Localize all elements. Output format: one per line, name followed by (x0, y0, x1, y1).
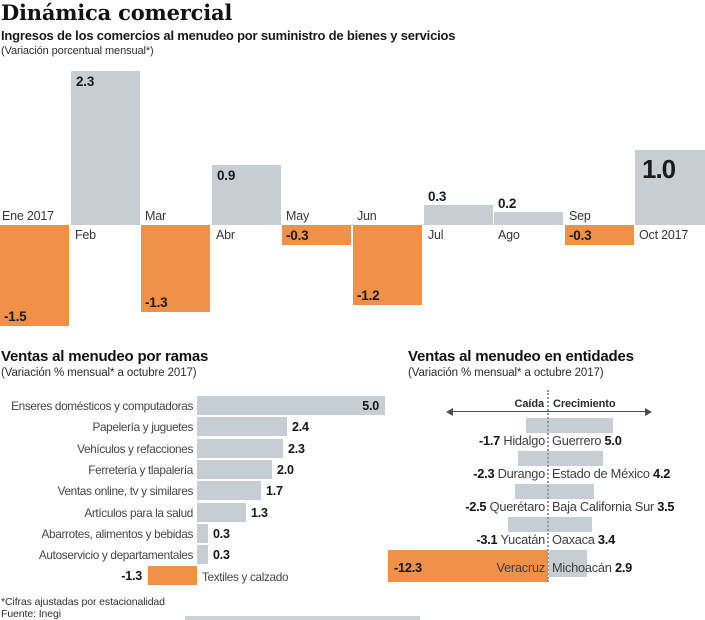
ramas-bar-ventas-online-tv-y-similares (197, 481, 261, 500)
direction-arrow-line (452, 411, 646, 412)
arrow-right-icon (645, 408, 652, 416)
ent-bar-veracruz (388, 550, 548, 582)
center-dotted-divider (547, 390, 549, 582)
ramas-label-ventas-online-tv-y-similares: Ventas online, tv y similares (57, 484, 194, 498)
bar-may (282, 225, 351, 245)
month-label-feb: Feb (75, 228, 96, 242)
ramas-bar-papeleria-y-juguetes (197, 417, 287, 436)
bar-feb (71, 71, 140, 225)
ramas-label-vehiculos-y-refacciones: Vehículos y refacciones (77, 442, 193, 456)
cropped-next-element (185, 616, 420, 620)
axis-label-crecimiento: Crecimiento (553, 398, 616, 410)
ramas-value-autoservicio-y-departamentales: 0.3 (213, 548, 230, 562)
arrow-left-icon (446, 408, 453, 416)
ramas-value-vehiculos-y-refacciones: 2.3 (288, 442, 305, 456)
entidades-title: Ventas al menudeo en entidades (408, 348, 634, 365)
value-label-feb: 2.3 (76, 74, 95, 89)
page-subtitle: Ingresos de los comercios al menudeo por… (1, 28, 456, 43)
ramas-subtitle: (Variación % mensual* a octubre 2017) (1, 367, 197, 379)
axis-label-caida: Caída (514, 398, 545, 410)
value-label-oct-2017: 1.0 (642, 154, 676, 184)
ent-fall-value-veracruz: -12.3 (394, 560, 422, 575)
ramas-bar-textiles-y-calzado (148, 566, 197, 585)
ramas-bar-vehiculos-y-refacciones (197, 439, 283, 458)
bar-jul (424, 205, 493, 225)
bar-abr (212, 165, 281, 225)
month-label-abr: Abr (216, 228, 235, 242)
ramas-bar-articulos-para-la-salud (197, 503, 246, 522)
entidades-subtitle: (Variación % mensual* a octubre 2017) (408, 367, 604, 379)
bar-ene-2017 (0, 225, 69, 326)
ramas-value-textiles-y-calzado: -1.3 (121, 569, 142, 583)
page-title: Dinámica comercial (1, 0, 233, 25)
ramas-label-articulos-para-la-salud: Artículos para la salud (84, 506, 193, 520)
ramas-value-ventas-online-tv-y-similares: 1.7 (266, 484, 283, 498)
ent-fall-hidalgo: -1.7 Hidalgo (478, 433, 545, 448)
value-label-may: -0.3 (286, 228, 309, 243)
month-label-jun: Jun (357, 209, 377, 223)
ent-band-hidalgo-guerrero (526, 418, 613, 433)
ramas-label-textiles-y-calzado: Textiles y calzado (202, 570, 289, 584)
bar-oct-2017 (635, 150, 705, 225)
ent-band-michoacan (549, 550, 587, 577)
ramas-bar-autoservicio-y-departamentales (197, 545, 208, 564)
page-note: (Variación porcentual mensual*) (1, 45, 154, 57)
ent-growth-guerrero: Guerrero 5.0 (552, 433, 622, 448)
month-label-oct-2017: Oct 2017 (639, 228, 689, 242)
ramas-value-articulos-para-la-salud: 1.3 (251, 506, 268, 520)
ent-band-yucatan-oaxaca (508, 517, 592, 532)
month-label-jul: Jul (428, 228, 444, 242)
ramas-label-ferreteria-y-tlapaleria: Ferretería y tlapalería (88, 463, 193, 477)
ramas-label-abarrotes-alimentos-y-bebidas: Abarrotes, alimentos y bebidas (41, 527, 194, 541)
value-label-jun: -1.2 (357, 288, 380, 303)
ramas-value-ferreteria-y-tlapaleria: 2.0 (277, 463, 294, 477)
ramas-value-papeleria-y-juguetes: 2.4 (292, 420, 309, 434)
ent-band-durango-estado-de-mexico (518, 451, 603, 466)
month-label-may: May (286, 209, 310, 223)
ramas-label-enseres-domesticos-y-computadoras: Enseres domésticos y computadoras (11, 399, 193, 413)
ramas-label-papeleria-y-juguetes: Papelería y juguetes (92, 420, 193, 434)
value-label-ago: 0.2 (498, 196, 517, 211)
ent-fall-queretaro: -2.5 Querétaro (465, 499, 545, 514)
month-label-sep: Sep (569, 209, 591, 223)
value-label-mar: -1.3 (145, 295, 168, 310)
ent-band-queretaro-baja-california-sur (515, 484, 594, 499)
ent-fall-veracruz: Veracruz (496, 560, 545, 575)
bar-sep (565, 225, 634, 245)
bar-ago (494, 212, 563, 225)
footnote: *Cifras ajustadas por estacionalidad (1, 596, 165, 608)
ent-growth-estado-de-mexico: Estado de México 4.2 (552, 466, 671, 481)
source-note: Fuente: Inegi (1, 608, 61, 620)
ent-growth-oaxaca: Oaxaca 3.4 (552, 532, 615, 547)
ramas-bar-ferreteria-y-tlapaleria (197, 460, 272, 479)
month-label-ago: Ago (498, 228, 520, 242)
ent-growth-michoacan: Michoacán 2.9 (552, 560, 632, 575)
month-label-ene-2017: Ene 2017 (2, 209, 54, 223)
ramas-title: Ventas al menudeo por ramas (1, 348, 209, 365)
value-label-ene-2017: -1.5 (4, 309, 27, 324)
ramas-bar-abarrotes-alimentos-y-bebidas (197, 524, 208, 543)
bar-mar (141, 225, 210, 312)
value-label-abr: 0.9 (217, 168, 236, 183)
value-label-sep: -0.3 (569, 228, 592, 243)
ramas-value-abarrotes-alimentos-y-bebidas: 0.3 (213, 527, 230, 541)
ramas-label-autoservicio-y-departamentales: Autoservicio y departamentales (38, 548, 193, 562)
value-label-jul: 0.3 (428, 189, 447, 204)
ent-growth-baja-california-sur: Baja California Sur 3.5 (552, 499, 675, 514)
ramas-value-enseres-domesticos-y-computadoras: 5.0 (362, 399, 379, 413)
ent-fall-yucatan: -3.1 Yucatán (476, 532, 545, 547)
ramas-bar-enseres-domesticos-y-computadoras (197, 396, 385, 415)
month-label-mar: Mar (145, 209, 166, 223)
bar-jun (353, 225, 422, 305)
ent-fall-durango: -2.3 Durango (473, 466, 545, 481)
